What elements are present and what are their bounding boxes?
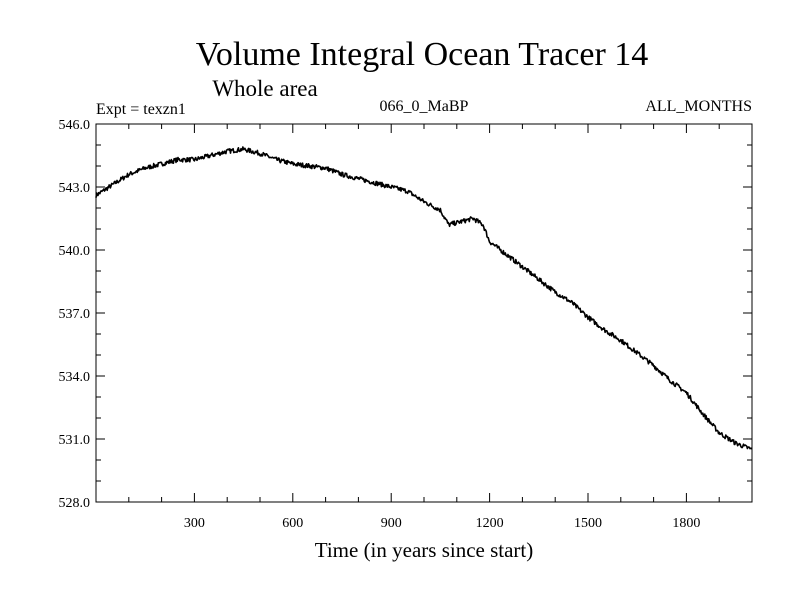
y-tick-label: 534.0 <box>59 370 91 385</box>
y-axis: 528.0 531.0 534.0 537.0 540.0 543.0 546.0 <box>59 118 752 511</box>
period-label: 066_0_MaBP <box>380 98 469 115</box>
series-layer <box>95 146 753 450</box>
chart-title: Volume Integral Ocean Tracer 14 <box>196 36 649 73</box>
months-label: ALL_MONTHS <box>645 98 752 115</box>
y-tick-label: 537.0 <box>59 307 91 322</box>
x-tick-label: 1500 <box>574 516 602 531</box>
chart-subtitle: Whole area <box>212 76 317 101</box>
series-line <box>95 146 753 450</box>
x-tick-label: 1200 <box>476 516 504 531</box>
plot-frame <box>95 123 753 503</box>
x-tick-label: 300 <box>184 516 205 531</box>
y-tick-label: 543.0 <box>59 181 91 196</box>
y-tick-label: 546.0 <box>59 118 91 133</box>
experiment-label: Expt = texzn1 <box>96 101 186 118</box>
x-axis: 300 600 900 1200 1500 1800 <box>128 124 720 531</box>
x-axis-label: Time (in years since start) <box>315 538 534 562</box>
y-tick-label: 528.0 <box>59 496 91 511</box>
x-tick-label: 600 <box>282 516 303 531</box>
y-tick-label: 540.0 <box>59 244 91 259</box>
y-tick-label: 531.0 <box>59 433 91 448</box>
x-tick-label: 900 <box>381 516 402 531</box>
x-tick-label: 1800 <box>672 516 700 531</box>
